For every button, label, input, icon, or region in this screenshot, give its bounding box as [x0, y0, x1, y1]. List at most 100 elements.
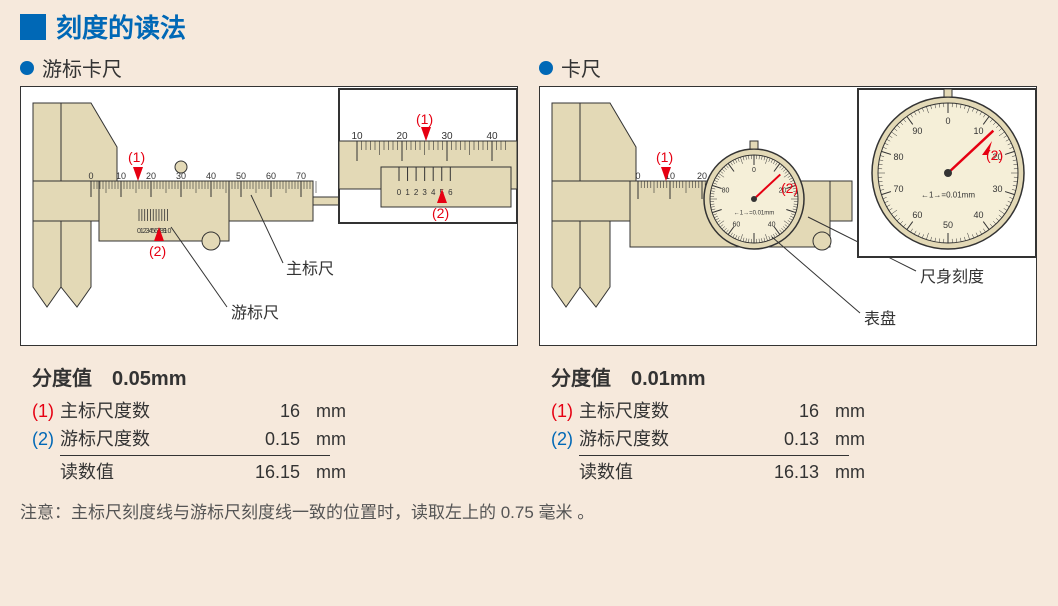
- graduation-value: 0.01mm: [631, 368, 706, 391]
- svg-text:20: 20: [146, 171, 156, 181]
- marker-1-label: (1): [128, 149, 145, 165]
- svg-text:60: 60: [912, 210, 922, 220]
- svg-text:30: 30: [176, 171, 186, 181]
- reading-value: 16: [747, 401, 819, 422]
- reading-value: 0.15: [228, 429, 300, 450]
- panel-dial: 卡尺 01020020406080←1→=0.01mm0102030405060…: [539, 53, 1038, 486]
- svg-text:50: 50: [236, 171, 246, 181]
- zoom-marker-1-label: (1): [416, 111, 433, 127]
- panel-bullet-dot: [539, 61, 553, 75]
- svg-text:10: 10: [116, 171, 126, 181]
- graduation-row: 分度值 0.05mm: [20, 362, 519, 391]
- diagram-vernier: 0102030405060700123456789101020304001234…: [20, 86, 518, 346]
- reading-idx: (2): [551, 429, 579, 450]
- svg-text:0: 0: [752, 167, 756, 174]
- svg-text:40: 40: [974, 210, 984, 220]
- marker-1-arrow: [133, 167, 143, 181]
- readings-table-dial: (1) 主标尺度数 16 mm (2) 游标尺度数 0.13 mm 读数值 16…: [539, 397, 1038, 486]
- callout-main-scale: 主标尺: [286, 255, 334, 279]
- dial-marker-2-label: (2): [781, 180, 798, 196]
- svg-text:0: 0: [397, 188, 402, 197]
- footnote: 注意：主标尺刻度线与游标尺刻度线一致的位置时，读取左上的 0.75 毫米 。: [0, 486, 1058, 523]
- svg-text:40: 40: [206, 171, 216, 181]
- reading-row-result: 读数值 16.15 mm: [32, 458, 519, 486]
- result-label: 读数值: [579, 458, 747, 484]
- reading-label: 主标尺度数: [579, 397, 747, 423]
- svg-text:1: 1: [405, 188, 410, 197]
- reading-row-1: (1) 主标尺度数 16 mm: [551, 397, 1038, 425]
- svg-text:2: 2: [414, 188, 419, 197]
- reading-idx: (1): [551, 401, 579, 422]
- graduation-row: 分度值 0.01mm: [539, 362, 1038, 391]
- svg-text:0: 0: [635, 171, 640, 181]
- marker-2-label: (2): [149, 243, 166, 259]
- result-value: 16.13: [747, 462, 819, 483]
- svg-text:30: 30: [441, 131, 453, 142]
- graduation-label: 分度值: [551, 362, 611, 391]
- reading-idx: (2): [32, 429, 60, 450]
- zoom-marker-2-label: (2): [432, 205, 449, 221]
- callout-body-scale: 尺身刻度: [920, 263, 984, 287]
- reading-row-1: (1) 主标尺度数 16 mm: [32, 397, 519, 425]
- svg-text:60: 60: [732, 221, 740, 228]
- reading-unit: mm: [300, 429, 350, 450]
- svg-text:80: 80: [894, 152, 904, 162]
- svg-text:6: 6: [448, 188, 453, 197]
- readings-divider: [579, 455, 849, 456]
- svg-text:70: 70: [894, 184, 904, 194]
- dial-marker-1-label: (1): [656, 149, 673, 165]
- reading-unit: mm: [300, 401, 350, 422]
- svg-text:20: 20: [396, 131, 408, 142]
- reading-unit: mm: [819, 429, 869, 450]
- result-unit: mm: [300, 462, 350, 483]
- svg-text:50: 50: [943, 220, 953, 230]
- callout-vernier-scale: 游标尺: [231, 299, 279, 323]
- callout-dial-face: 表盘: [864, 305, 896, 329]
- page-title: 刻度的读法: [56, 8, 186, 45]
- zoom-marker-1-arrow: [421, 127, 431, 141]
- svg-text:40: 40: [768, 221, 776, 228]
- svg-text:30: 30: [992, 184, 1002, 194]
- diagram-dial: 01020020406080←1→=0.01mm0102030405060708…: [539, 86, 1037, 346]
- reading-unit: mm: [819, 401, 869, 422]
- panel-title-vernier: 游标卡尺: [42, 53, 122, 82]
- svg-text:70: 70: [296, 171, 306, 181]
- result-value: 16.15: [228, 462, 300, 483]
- zoom-marker-2-arrow: [437, 189, 447, 203]
- graduation-value: 0.05mm: [112, 368, 187, 391]
- reading-value: 16: [228, 401, 300, 422]
- svg-text:4: 4: [431, 188, 436, 197]
- readings-table-vernier: (1) 主标尺度数 16 mm (2) 游标尺度数 0.15 mm 读数值 16…: [20, 397, 519, 486]
- result-unit: mm: [819, 462, 869, 483]
- panel-bullet-dot: [20, 61, 34, 75]
- reading-idx: (1): [32, 401, 60, 422]
- graduation-label: 分度值: [32, 362, 92, 391]
- panel-vernier: 游标卡尺 01020304050607001234567891010203040…: [20, 53, 519, 486]
- svg-text:80: 80: [722, 188, 730, 195]
- reading-row-2: (2) 游标尺度数 0.15 mm: [32, 425, 519, 453]
- reading-row-2: (2) 游标尺度数 0.13 mm: [551, 425, 1038, 453]
- reading-label: 主标尺度数: [60, 397, 228, 423]
- zoom-dial-marker-2: (2): [986, 147, 1003, 163]
- result-label: 读数值: [60, 458, 228, 484]
- svg-text:0: 0: [945, 116, 950, 126]
- svg-text:3: 3: [422, 188, 427, 197]
- readings-divider: [60, 455, 330, 456]
- svg-text:←1→=0.01mm: ←1→=0.01mm: [921, 191, 975, 200]
- svg-text:40: 40: [486, 131, 498, 142]
- svg-text:10: 10: [351, 131, 363, 142]
- svg-text:10: 10: [974, 126, 984, 136]
- svg-text:20: 20: [697, 171, 707, 181]
- title-bullet-square: [20, 14, 46, 40]
- reading-label: 游标尺度数: [60, 425, 228, 451]
- panels-container: 游标卡尺 01020304050607001234567891010203040…: [0, 49, 1058, 486]
- panel-title-row: 卡尺: [539, 53, 1038, 82]
- reading-label: 游标尺度数: [579, 425, 747, 451]
- page-title-row: 刻度的读法: [0, 0, 1058, 49]
- panel-title-dial: 卡尺: [561, 53, 601, 82]
- panel-title-row: 游标卡尺: [20, 53, 519, 82]
- dial-caliper-svg: 01020020406080←1→=0.01mm0102030405060708…: [540, 87, 1037, 346]
- svg-text:90: 90: [912, 126, 922, 136]
- svg-text:←1→=0.01mm: ←1→=0.01mm: [734, 210, 775, 216]
- svg-text:60: 60: [266, 171, 276, 181]
